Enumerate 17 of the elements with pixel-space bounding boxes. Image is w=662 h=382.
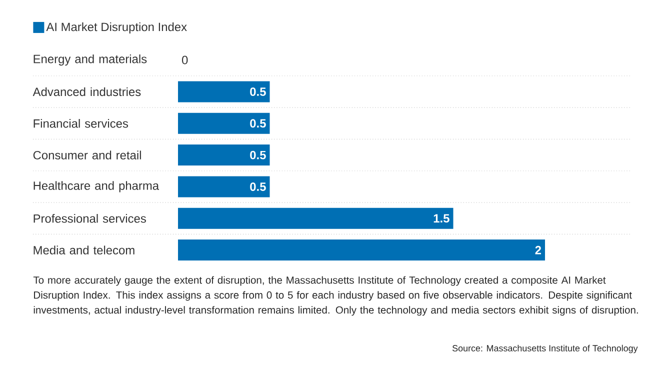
y-tick-label: Media and telecom (34, 246, 134, 254)
y-tick-label: Financial services (34, 118, 128, 128)
data-label: 2 (535, 246, 542, 254)
data-label: 0.5 (250, 182, 266, 191)
y-tick-label: Advanced industries (32, 87, 141, 96)
y-tick-label: Professional services (34, 214, 146, 223)
y-tick-label: Consumer and retail (33, 150, 141, 160)
y-tick-label: Energy and materials (34, 54, 147, 66)
legend-label: AI Market Disruption Index (46, 22, 187, 34)
data-label: 0.5 (250, 87, 266, 96)
source-note: Source: Massachusetts Institute of Technology (452, 344, 638, 354)
text: To more accurately gauge the extent of disruption, the Massachusetts Institute of Technology created a composite AI Market Disruption Index. This index assigns a score from 0 to 5 for each industry based on five observable indicators. Despite significant investments, actual industry-level transformation remains limited. Only the technology and media sectors exhibit signs of disruption. (33, 276, 638, 316)
data-label: 0.5 (250, 150, 266, 160)
data-label: 0 (182, 56, 188, 64)
data-label: 0.5 (250, 119, 266, 128)
y-tick-label: Healthcare and pharma (34, 181, 160, 192)
data-label: 1.5 (434, 214, 450, 223)
